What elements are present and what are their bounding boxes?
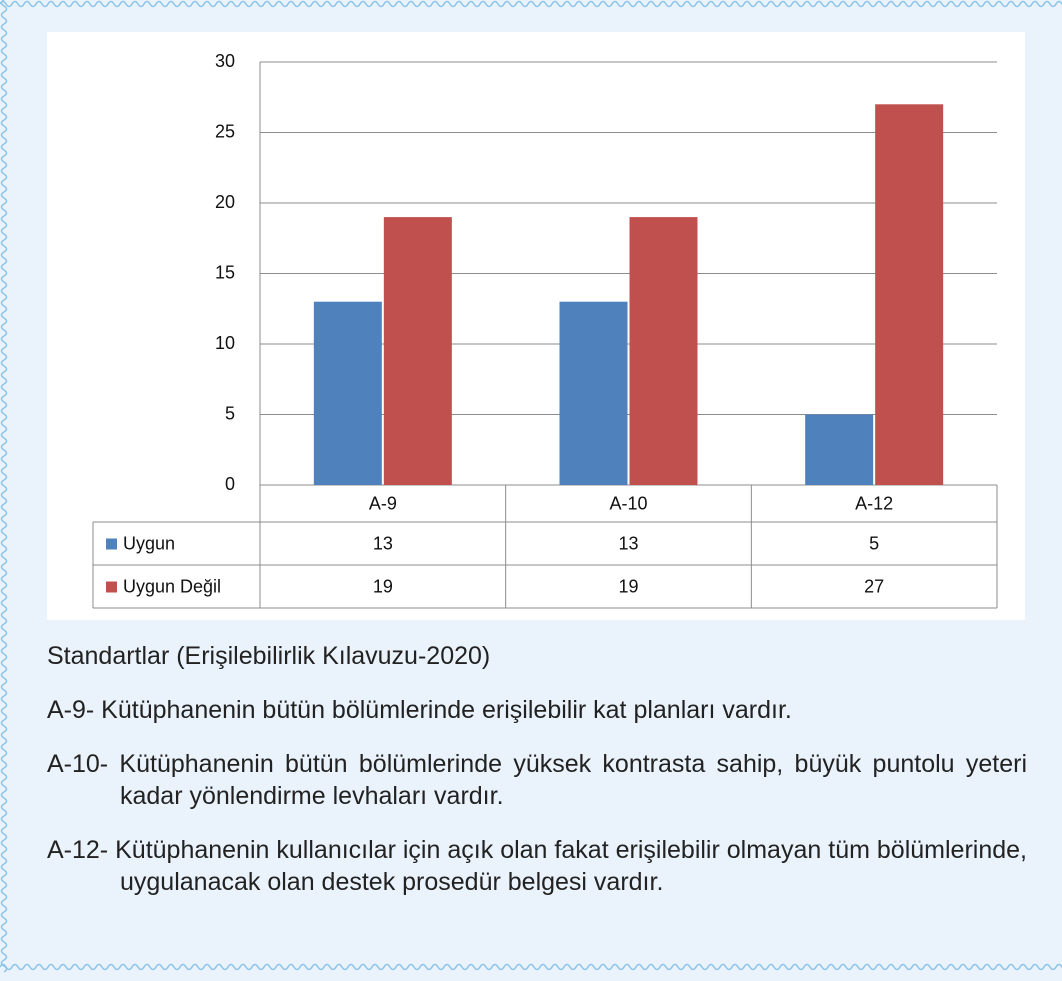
bar (875, 104, 944, 486)
table-value: 13 (373, 533, 393, 553)
bar (559, 301, 628, 485)
table-value: 5 (869, 533, 879, 553)
legend-label: Uygun Değil (123, 576, 221, 596)
table-value: 19 (618, 576, 638, 596)
note-item: A-12- Kütüphanenin kullanıcılar için açı… (47, 836, 1027, 896)
note-item: A-9- Kütüphanenin bütün bölümlerinde eri… (47, 696, 792, 724)
y-tick-label: 10 (215, 333, 235, 353)
wavy-border (0, 963, 1062, 971)
y-tick-label: 30 (215, 51, 235, 71)
notes: Standartlar (Erişilebilirlik Kılavuzu-20… (47, 640, 1027, 920)
table-value: 19 (373, 576, 393, 596)
y-tick-label: 15 (215, 262, 235, 282)
legend-label: Uygun (123, 533, 175, 553)
x-tick-label: A-9 (369, 493, 397, 513)
y-tick-label: 5 (225, 403, 235, 423)
x-tick-label: A-12 (855, 493, 893, 513)
bar (629, 217, 698, 485)
wavy-border (0, 0, 1062, 8)
table-value: 27 (864, 576, 884, 596)
legend-key (106, 538, 117, 550)
bar (313, 301, 382, 485)
y-tick-label: 20 (215, 192, 235, 212)
y-tick-label: 25 (215, 121, 235, 141)
bar (383, 217, 452, 485)
x-tick-label: A-10 (609, 493, 647, 513)
chart: 0 5 10 15 20 25 30 A-9 13 19 A-10 13 19 A-12 5 27 Uygun U… (47, 32, 1025, 620)
note-item: A-10- Kütüphanenin bütün bölümlerinde yü… (47, 750, 1027, 810)
bar (805, 414, 874, 485)
legend-key (106, 581, 117, 593)
y-tick-label: 0 (225, 474, 235, 494)
notes-title: Standartlar (Erişilebilirlik Kılavuzu-20… (47, 642, 491, 670)
table-value: 13 (618, 533, 638, 553)
wavy-border (0, 0, 8, 973)
